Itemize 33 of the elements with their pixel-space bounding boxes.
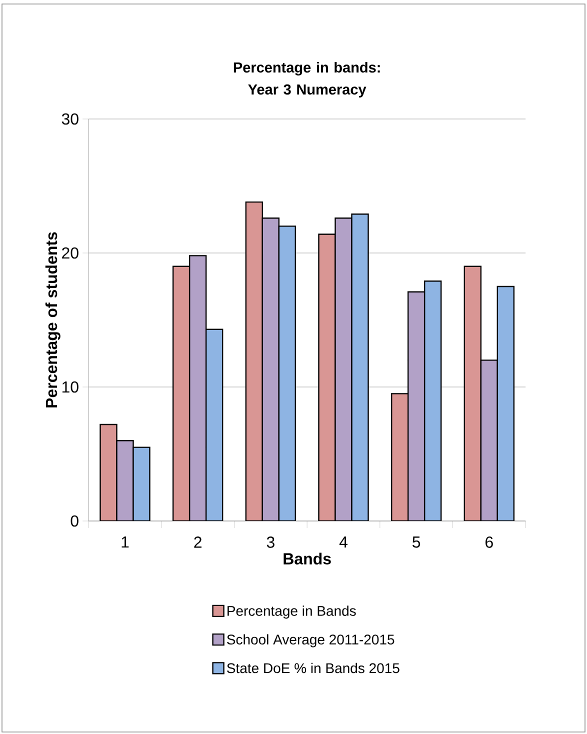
bar xyxy=(496,286,515,521)
bar xyxy=(424,281,442,521)
x-tick-label: 5 xyxy=(412,536,420,548)
y-tick-label: 0 xyxy=(70,515,78,527)
bar xyxy=(206,329,223,521)
legend-label: State DoE % in Bands 2015 xyxy=(227,662,400,674)
bar xyxy=(392,394,408,521)
y-axis-title: Percentage of students xyxy=(45,232,60,408)
bar xyxy=(408,292,425,521)
x-axis-title: Bands xyxy=(284,552,331,564)
chart-title: Percentage in bands: Year 3 Numeracy xyxy=(234,62,380,98)
x-tick-label: 1 xyxy=(122,536,129,548)
bar xyxy=(480,360,498,521)
bar xyxy=(262,218,279,521)
y-tick-label: 20 xyxy=(62,247,78,259)
bar xyxy=(116,440,134,521)
bar xyxy=(173,266,190,521)
bar xyxy=(100,424,117,521)
x-tick-label: 3 xyxy=(266,536,274,548)
bar xyxy=(190,256,206,521)
bar xyxy=(335,218,352,521)
x-tick-label: 2 xyxy=(194,536,202,548)
legend-label: School Average 2011-2015 xyxy=(227,634,394,648)
x-tick-label: 4 xyxy=(339,536,348,548)
bar xyxy=(246,202,262,521)
bar xyxy=(352,214,368,521)
bar xyxy=(318,234,336,521)
legend-label: Percentage in Bands xyxy=(228,606,356,619)
bar xyxy=(464,266,482,521)
y-tick-label: 10 xyxy=(62,381,78,393)
y-tick-label: 30 xyxy=(62,113,78,125)
x-tick-label: 6 xyxy=(486,536,493,548)
bar xyxy=(278,226,296,521)
